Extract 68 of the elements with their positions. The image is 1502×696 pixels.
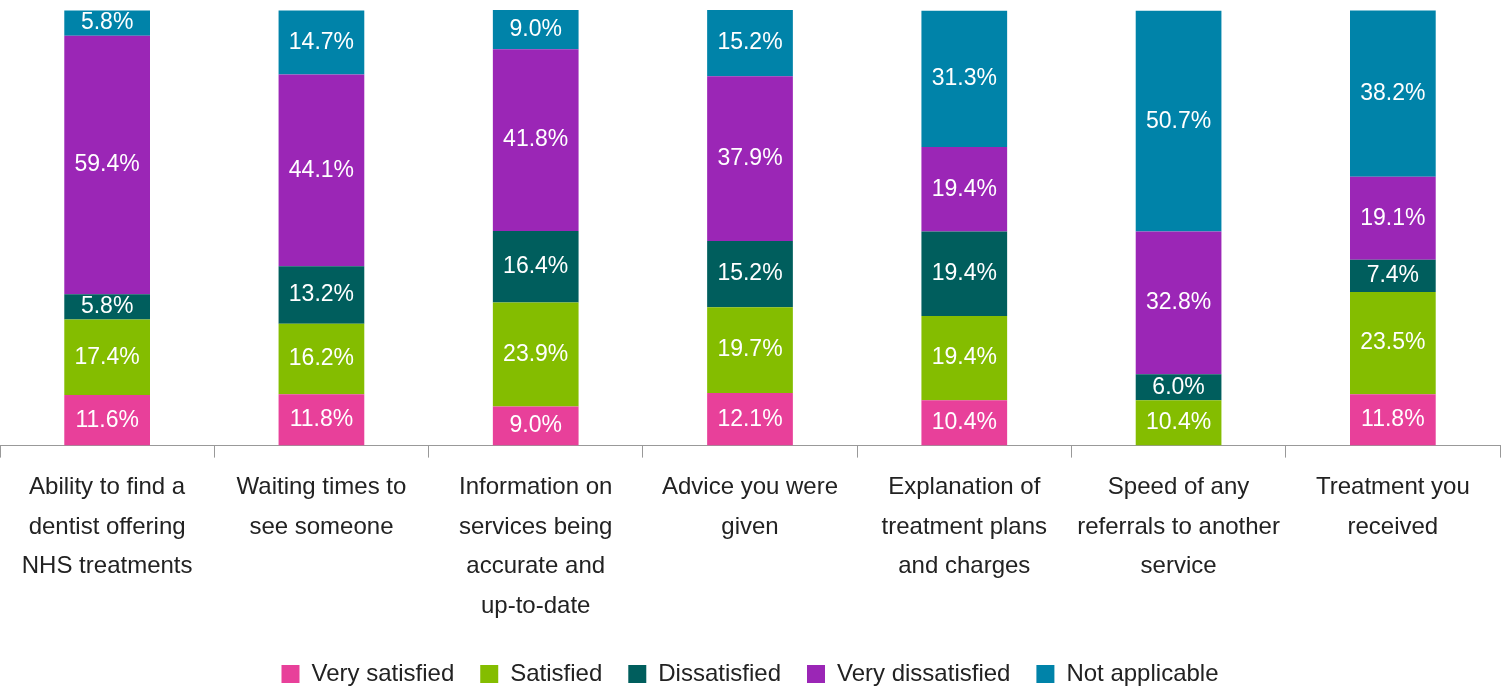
bar bbox=[278, 74, 365, 267]
legend-label: Very satisfied bbox=[311, 658, 455, 686]
bar bbox=[278, 266, 365, 324]
data-label: 23.9% bbox=[503, 339, 569, 366]
data-label: 44.1% bbox=[288, 155, 355, 182]
x-tick-label: Speed of any referrals to another service bbox=[1077, 472, 1280, 579]
data-label: 32.8% bbox=[1145, 288, 1212, 315]
legend-label: Very dissatisfied bbox=[836, 658, 1011, 686]
data-label: 19.7% bbox=[717, 335, 783, 362]
bar bbox=[278, 10, 365, 75]
data-label: 17.4% bbox=[74, 342, 140, 369]
data-label: 11.8% bbox=[289, 405, 354, 432]
bar bbox=[1350, 10, 1436, 177]
data-label: 6.0% bbox=[1152, 372, 1205, 399]
x-tick-label: Ability to find a dentist offering NHS treatments bbox=[21, 472, 193, 579]
data-label: 11.8% bbox=[1361, 405, 1425, 432]
bar bbox=[1350, 291, 1436, 395]
data-label: 10.4% bbox=[931, 408, 997, 435]
data-label: 9.0% bbox=[509, 411, 562, 438]
data-label: 10.4% bbox=[1145, 408, 1212, 435]
bar bbox=[707, 241, 793, 308]
data-label: 15.2% bbox=[717, 28, 783, 55]
bar bbox=[1135, 10, 1222, 232]
x-tick-label: Advice you were given bbox=[661, 472, 839, 539]
bar bbox=[492, 231, 579, 303]
data-label: 37.9% bbox=[717, 143, 783, 170]
data-label: 41.8% bbox=[503, 125, 569, 152]
data-label: 16.4% bbox=[503, 252, 569, 279]
data-label: 7.4% bbox=[1366, 261, 1420, 288]
legend-label: Satisfied bbox=[510, 658, 603, 686]
bar bbox=[64, 35, 150, 295]
x-tick-label: Explanation of treatment plans and charges bbox=[881, 472, 1047, 579]
data-label: 9.0% bbox=[509, 14, 562, 41]
data-label: 19.1% bbox=[1360, 203, 1426, 230]
data-label: 5.8% bbox=[80, 292, 134, 319]
bar bbox=[707, 10, 793, 77]
data-label: 23.5% bbox=[1360, 328, 1426, 355]
data-label: 14.7% bbox=[288, 27, 355, 54]
bar bbox=[707, 307, 793, 393]
legend-label: Dissatisfied bbox=[658, 658, 781, 686]
bar bbox=[921, 315, 1008, 401]
x-tick-label: Information on services being accurate and up-to-date bbox=[459, 472, 613, 618]
legend-label: Not applicable bbox=[1066, 658, 1219, 686]
bar bbox=[1135, 231, 1222, 375]
data-label: 11.6% bbox=[75, 405, 139, 432]
data-label: 12.1% bbox=[717, 404, 783, 431]
bar bbox=[1350, 176, 1436, 260]
data-label: 31.3% bbox=[931, 64, 997, 91]
data-label: 5.8% bbox=[80, 8, 134, 35]
bar bbox=[921, 231, 1008, 316]
bar bbox=[64, 319, 150, 396]
x-tick-label: Treatment you received bbox=[1315, 472, 1470, 539]
data-label: 38.2% bbox=[1360, 78, 1426, 105]
bar bbox=[278, 323, 365, 395]
data-label: 19.4% bbox=[931, 343, 997, 370]
bar bbox=[492, 49, 579, 232]
data-label: 19.4% bbox=[931, 174, 997, 201]
bar bbox=[492, 302, 579, 407]
bar bbox=[921, 10, 1008, 148]
bar bbox=[707, 76, 793, 242]
data-label: 19.4% bbox=[931, 259, 997, 286]
data-label: 50.7% bbox=[1145, 106, 1212, 133]
data-label: 13.2% bbox=[288, 280, 355, 307]
x-tick-label: Waiting times to see someone bbox=[236, 472, 407, 539]
data-label: 15.2% bbox=[717, 259, 783, 286]
bar bbox=[921, 147, 1008, 232]
data-label: 59.4% bbox=[74, 150, 140, 177]
data-label: 16.2% bbox=[288, 344, 355, 371]
